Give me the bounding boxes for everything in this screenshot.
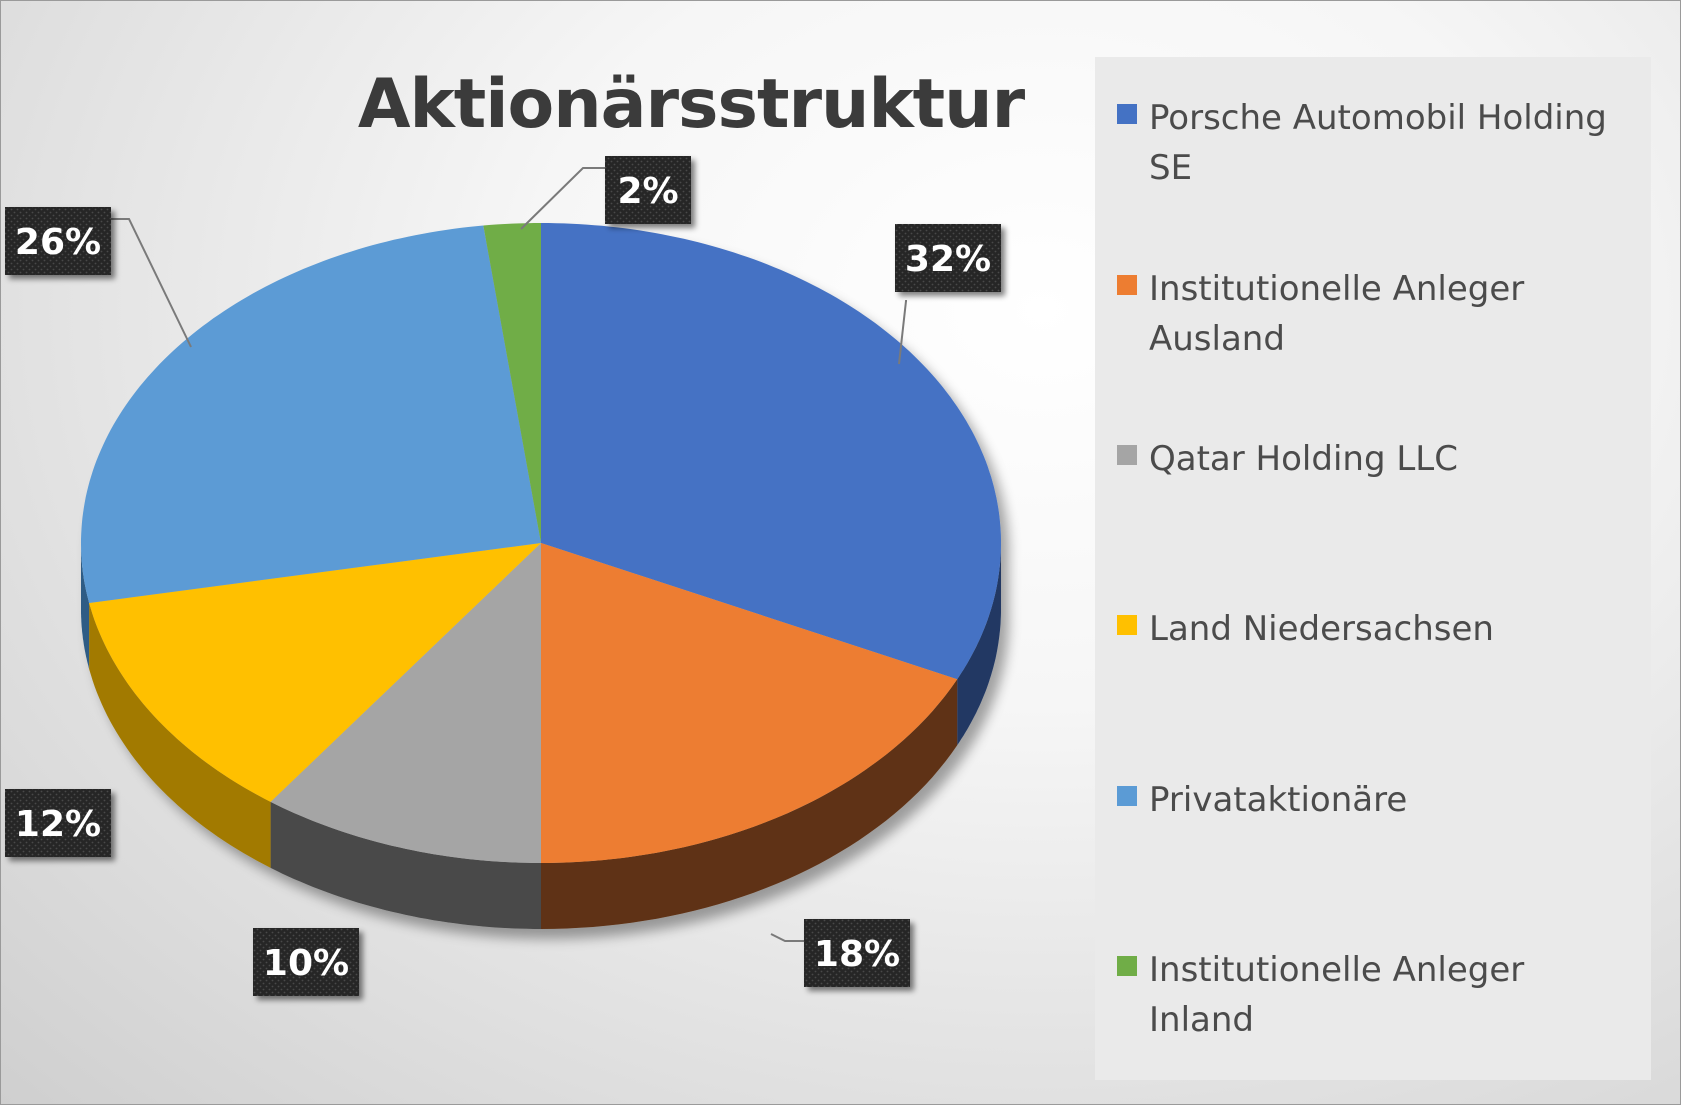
data-label-text-0: 32% xyxy=(905,239,991,280)
data-label-text-2: 10% xyxy=(263,943,349,984)
pie-slice-0 xyxy=(541,223,1001,680)
chart-title: Aktionärsstruktur xyxy=(357,65,1025,144)
data-label-text-5: 2% xyxy=(617,171,678,212)
pie-side-3 xyxy=(89,603,271,868)
data-label-text-3: 12% xyxy=(15,804,101,845)
pie-side-1 xyxy=(541,679,958,929)
data-label-box-4 xyxy=(5,207,111,275)
legend-swatch-0 xyxy=(1117,104,1137,124)
pie-slice-5 xyxy=(483,223,541,543)
data-label-1: 18% xyxy=(804,919,910,987)
data-label-box-2 xyxy=(253,928,359,996)
leader-line-1 xyxy=(770,933,804,942)
data-label-0: 32% xyxy=(895,224,1001,292)
legend-item-2: Qatar Holding LLC xyxy=(1117,434,1637,484)
legend-label-5: Institutionelle Anleger Inland xyxy=(1149,950,1525,1040)
legend-label-4: Privataktionäre xyxy=(1149,780,1408,820)
data-label-4: 26% xyxy=(5,207,111,275)
pie-side-4 xyxy=(81,543,90,669)
legend-swatch-2 xyxy=(1117,445,1137,465)
legend-item-5: Institutionelle Anleger Inland xyxy=(1117,945,1637,1045)
data-label-box-3 xyxy=(5,789,111,857)
legend-swatch-5 xyxy=(1117,956,1137,976)
legend-label-0: Porsche Automobil Holding SE xyxy=(1149,98,1607,188)
pie-side-0 xyxy=(957,543,1001,746)
legend-item-4: Privataktionäre xyxy=(1117,775,1637,825)
data-label-text-4: 26% xyxy=(15,222,101,263)
pie-slice-1 xyxy=(541,543,958,863)
data-label-text-1: 18% xyxy=(814,934,900,975)
legend-swatch-4 xyxy=(1117,786,1137,806)
legend-item-3: Land Niedersachsen xyxy=(1117,604,1637,654)
legend: Porsche Automobil Holding SE Institutione… xyxy=(1095,57,1651,1080)
data-label-5: 2% xyxy=(605,156,691,224)
data-label-box-1 xyxy=(804,919,910,987)
leader-line-4 xyxy=(111,218,192,348)
data-label-3: 12% xyxy=(5,789,111,857)
legend-swatch-1 xyxy=(1117,275,1137,295)
pie-slice-2 xyxy=(270,543,541,863)
pie-slice-4 xyxy=(81,225,541,603)
leader-line-0 xyxy=(898,300,907,365)
legend-item-1: Institutionelle Anleger Ausland xyxy=(1117,264,1637,364)
pie-body xyxy=(81,223,1001,929)
pie-slice-3 xyxy=(89,543,541,802)
legend-label-1: Institutionelle Anleger Ausland xyxy=(1149,269,1525,359)
legend-label-3: Land Niedersachsen xyxy=(1149,609,1494,649)
leader-line-5 xyxy=(520,167,605,230)
data-label-2: 10% xyxy=(253,928,359,996)
legend-swatch-3 xyxy=(1117,615,1137,635)
data-label-box-0 xyxy=(895,224,1001,292)
data-label-box-5 xyxy=(605,156,691,224)
pie-side-2 xyxy=(270,801,541,929)
legend-item-0: Porsche Automobil Holding SE xyxy=(1117,93,1637,193)
legend-label-2: Qatar Holding LLC xyxy=(1149,439,1458,479)
